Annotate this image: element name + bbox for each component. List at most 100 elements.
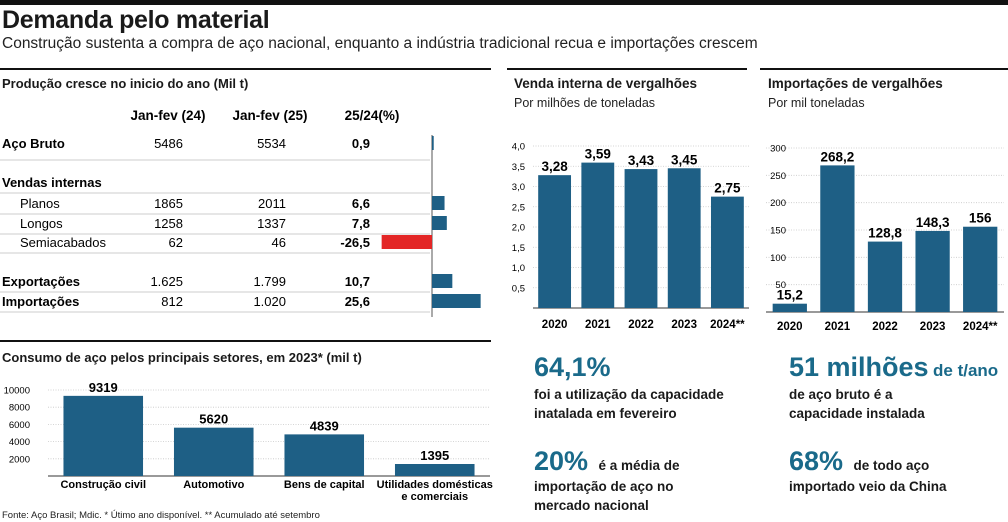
bar-value-label: 15,2 (777, 288, 803, 303)
table-cell-pct: 10,7 (345, 274, 370, 289)
bar-value-label: 3,59 (585, 147, 611, 162)
table-row-label: Longos (20, 216, 63, 231)
bar-value-label: 3,28 (541, 159, 568, 174)
table-cell-2024: 62 (169, 235, 183, 250)
bar (915, 230, 950, 312)
table-row-label: Aço Bruto (2, 136, 65, 151)
rule-table (0, 68, 491, 70)
y-tick-label: 2000 (9, 454, 30, 465)
bar (820, 165, 855, 312)
stat-desc-line: inatalada em fevereiro (534, 406, 677, 421)
table-title: Produção cresce no inicio do ano (Mil t) (2, 76, 249, 91)
bar (963, 226, 998, 312)
table-col-header: 25/24(%) (345, 108, 400, 123)
stat-import-share-inline: é a média de (598, 458, 680, 473)
y-tick-label: 2,5 (512, 202, 525, 213)
bar (284, 434, 365, 476)
stat-china-desc: importado veio da China (789, 477, 947, 496)
bar-value-label: 5620 (199, 412, 228, 427)
table-cell-pct: 25,6 (345, 294, 370, 309)
rule-chart1 (507, 68, 747, 70)
y-tick-label: 1,5 (512, 243, 525, 254)
table-row-label: Vendas internas (2, 175, 102, 190)
y-tick-label: 10000 (4, 386, 30, 397)
y-tick-label: 100 (770, 253, 786, 264)
stat-import-share-value: 20% (534, 446, 589, 476)
table-cell-pct: 7,8 (352, 216, 370, 231)
table-col-header: Jan-fev (25) (232, 108, 307, 123)
chart1-subtitle: Por milhões de toneladas (514, 96, 656, 110)
table-cell-2024: 812 (161, 294, 183, 309)
stat-capacity-value: 51 milhões (789, 352, 929, 382)
table-row-label: Importações (2, 294, 79, 309)
table-col-header: Jan-fev (24) (130, 108, 205, 123)
table-row-label: Exportações (2, 274, 80, 289)
stat-capacity: 51 milhões de t/ano (789, 352, 998, 383)
bar-value-label: 148,3 (916, 215, 950, 230)
table-cell-pct: -26,5 (340, 235, 370, 250)
x-category-label: e comerciais (401, 491, 468, 503)
table-cell-2024: 1.625 (150, 274, 183, 289)
y-tick-label: 3,0 (512, 182, 525, 193)
stat-china-value: 68% (789, 446, 844, 476)
x-category-label: 2021 (825, 321, 851, 333)
rule-chart2 (760, 68, 1008, 70)
rule-chart3 (0, 340, 491, 342)
y-tick-label: 4000 (9, 437, 30, 448)
stat-china-inline: de todo aço (853, 458, 930, 473)
bar (173, 427, 254, 476)
bar-value-label: 3,43 (628, 153, 655, 168)
y-tick-label: 50 (775, 280, 786, 291)
x-category-label: Automotivo (183, 479, 244, 491)
stat-capacity-use-desc: foi a utilização da capacidade inatalada… (534, 385, 724, 423)
y-tick-label: 150 (770, 226, 786, 237)
table-pct-bar (432, 294, 481, 308)
stat-desc-line: importação de aço no (534, 479, 674, 494)
table-cell-2025: 1.799 (253, 274, 286, 289)
x-category-label: Bens de capital (284, 479, 365, 491)
table-cell-pct: 0,9 (352, 136, 370, 151)
bar-value-label: 2,75 (714, 181, 741, 196)
y-tick-label: 0,5 (512, 283, 525, 294)
bar (710, 196, 744, 308)
x-category-label: 2021 (585, 319, 611, 331)
table-cell-2025: 46 (272, 235, 286, 250)
bar (63, 395, 144, 476)
y-tick-label: 300 (770, 144, 786, 155)
bar-value-label: 1395 (420, 448, 449, 463)
chart2-title: Importações de vergalhões (768, 76, 943, 91)
x-category-label: 2022 (872, 321, 898, 333)
chart-consumo-setores: 2000 4000 6000 8000 10000 9319 Construção civi… (4, 380, 493, 503)
table-cell-2024: 5486 (154, 136, 183, 151)
table-cell-2025: 5534 (257, 136, 286, 151)
x-category-label: 2023 (671, 319, 697, 331)
bar (538, 175, 572, 308)
stat-import-share-desc: importação de aço no mercado nacional (534, 477, 674, 515)
bar (624, 169, 658, 308)
chart3-title: Consumo de aço pelos principais setores,… (2, 350, 362, 365)
top-bar (0, 0, 1008, 5)
bar-value-label: 3,45 (671, 152, 698, 167)
x-category-label: Construção civil (60, 479, 146, 491)
stat-desc-line: foi a utilização da capacidade (534, 387, 724, 402)
stat-desc-line: mercado nacional (534, 498, 649, 513)
stat-china: 68% de todo aço (789, 446, 929, 477)
table-pct-bar (432, 196, 445, 210)
page-subtitle: Construção sustenta a compra de aço naci… (2, 35, 758, 52)
production-table: Jan-fev (24) Jan-fev (25) 25/24(%) Aço Brut… (0, 108, 481, 317)
stat-desc-line: de aço bruto é a (789, 387, 893, 402)
y-tick-label: 250 (770, 171, 786, 182)
stat-capacity-use-value: 64,1% (534, 352, 611, 382)
chart-venda-interna: 0,5 1,0 1,5 2,0 2,5 3,0 3,5 4,0 3,28 2020 3,59 2021… (512, 142, 749, 331)
y-tick-label: 3,5 (512, 162, 525, 173)
table-cell-2025: 1337 (257, 216, 286, 231)
y-tick-label: 6000 (9, 420, 30, 431)
table-cell-2025: 2011 (258, 196, 286, 211)
page-title: Demanda pelo material (2, 6, 270, 34)
table-pct-bar (381, 235, 432, 249)
x-category-label: 2023 (920, 321, 946, 333)
table-row-label: Semiacabados (20, 235, 106, 250)
table-pct-bar (432, 136, 434, 150)
y-tick-label: 8000 (9, 403, 30, 414)
bar-value-label: 156 (969, 211, 992, 226)
